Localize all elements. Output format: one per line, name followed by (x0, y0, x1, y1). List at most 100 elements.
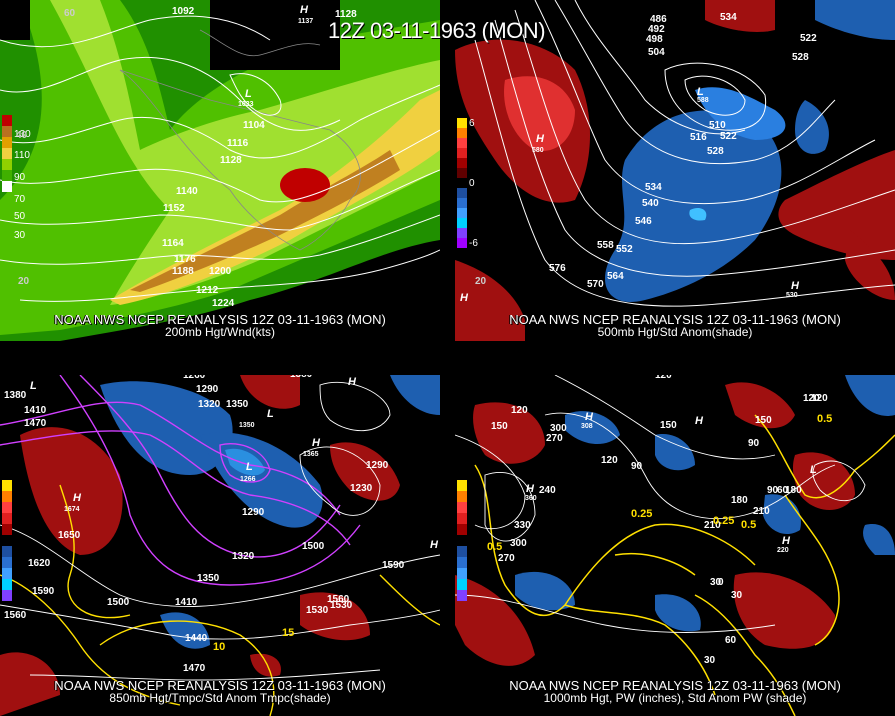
low-value: 588 (697, 97, 709, 104)
low-marker: L (267, 408, 274, 420)
footer-field: 1000mb Hgt, PW (inches), Std Anom PW (sh… (543, 691, 807, 705)
contour-label: 1128 (335, 9, 357, 20)
legend-label: 6 (469, 118, 475, 129)
contour-label: 1188 (172, 266, 194, 277)
map-850mb-graphic (0, 375, 440, 716)
legend-label: 90 (14, 172, 26, 183)
contour-label: 1560 (327, 594, 350, 605)
contour-label: 240 (539, 485, 556, 496)
contour-label: 150 (755, 415, 772, 426)
pw-label: 0.25 (713, 515, 735, 527)
contour-label: 90 (631, 461, 643, 472)
pw-label: 0.5 (741, 519, 757, 531)
contour-label: 30 (710, 577, 722, 588)
footer-source: NOAA NWS NCEP REANALYSIS 12Z 03-11-1963 … (54, 678, 386, 693)
footer-source: NOAA NWS NCEP REANALYSIS 12Z 03-11-1963 … (509, 312, 841, 327)
contour-label: 1350 (226, 399, 249, 410)
contour-label: 1290 (242, 507, 265, 518)
pw-label: 0.5 (487, 541, 503, 553)
low-marker: L (30, 380, 37, 392)
high-marker: H (526, 483, 534, 495)
high-value: 580 (532, 147, 544, 154)
legend-label: 110 (14, 150, 30, 161)
contour-label: 1500 (302, 541, 325, 552)
low-value: 1033 (238, 101, 254, 108)
high-value: 1365 (303, 451, 319, 458)
contour-label: 1410 (175, 597, 198, 608)
contour-label: 0 (718, 577, 724, 588)
contour-label: 492 (648, 24, 665, 35)
panel-footer: NOAA NWS NCEP REANALYSIS 12Z 03-11-1963 … (455, 679, 895, 705)
low-marker: L (245, 88, 252, 100)
high-marker: H (460, 292, 468, 304)
low-marker: L (246, 461, 253, 473)
contour-label: 1470 (24, 418, 47, 429)
high-marker: H (536, 133, 544, 145)
contour-label: 1104 (243, 120, 265, 131)
contour-label: 60 (725, 635, 737, 646)
footer-source: NOAA NWS NCEP REANALYSIS 12Z 03-11-1963 … (54, 312, 386, 327)
panel-200mb-map: 130 110 90 70 50 30 1092 1128 1104 1116 … (0, 0, 440, 341)
contour-label: 516 (690, 132, 707, 143)
contour-label: 150 (491, 421, 508, 432)
temperature-label: 15 (282, 627, 295, 639)
contour-label: 1230 (350, 483, 373, 494)
contour-label: 540 (642, 198, 659, 209)
panel-1000mb-map: 120 90 120 150 300 270 150 120 150 120 9… (455, 375, 895, 716)
contour-label: 1650 (58, 530, 81, 541)
contour-label: 120 (803, 393, 820, 404)
contour-label: 546 (635, 216, 652, 227)
contour-label: 534 (720, 12, 737, 23)
contour-label: 510 (709, 120, 726, 131)
contour-label: 120 (511, 405, 528, 416)
legend-label: 70 (14, 194, 26, 205)
contour-label: 522 (720, 131, 737, 142)
contour-label: 1470 (183, 663, 206, 674)
high-marker: H (300, 4, 308, 16)
contour-label: 1092 (172, 6, 195, 17)
std-anomaly-legend (457, 480, 467, 601)
contour-label: 30 (704, 655, 716, 666)
contour-label: 330 (514, 520, 531, 531)
contour-label: 270 (498, 553, 515, 564)
contour-label: 300 (550, 423, 567, 434)
contour-label: 1224 (212, 298, 235, 309)
legend-label: 30 (14, 230, 26, 241)
contour-label: 498 (646, 34, 663, 45)
contour-label: 1128 (220, 155, 242, 166)
contour-label: 522 (800, 33, 817, 44)
contour-label: 570 (587, 279, 604, 290)
high-marker: H (782, 535, 790, 547)
contour-label: 552 (616, 244, 633, 255)
contour-label: 1380 (4, 390, 27, 401)
panel-footer: NOAA NWS NCEP REANALYSIS 12Z 03-11-1963 … (0, 679, 440, 705)
map-500mb-graphic (455, 0, 895, 341)
contour-label: 1176 (174, 254, 196, 265)
pw-label: 0.5 (817, 413, 833, 425)
high-marker: H (430, 539, 438, 551)
map-1000mb-graphic (455, 375, 895, 716)
high-value: 308 (581, 423, 593, 430)
contour-label: 564 (607, 271, 624, 282)
low-marker: L (697, 86, 704, 98)
latitude-label: 20 (18, 276, 30, 287)
contour-label: 576 (549, 263, 566, 274)
high-marker: H (791, 280, 799, 292)
legend-label: -6 (469, 238, 478, 249)
contour-label: 60 (777, 485, 789, 496)
latitude-label: 60 (64, 8, 76, 19)
legend-label: 50 (14, 211, 26, 222)
main-title: 12Z 03-11-1963 (MON) (328, 18, 546, 43)
contour-label: 1320 (232, 551, 255, 562)
contour-label: 1350 (197, 573, 220, 584)
high-marker: H (348, 376, 356, 388)
contour-label: 1320 (198, 399, 221, 410)
contour-label: 1620 (28, 558, 51, 569)
map-200mb-graphic (0, 0, 440, 341)
contour-label: 1530 (330, 600, 353, 611)
contour-label: 504 (648, 47, 665, 58)
high-value: 220 (777, 547, 789, 554)
high-value: 360 (525, 495, 537, 502)
contour-label: 1290 (196, 384, 219, 395)
contour-label: 120 (655, 375, 672, 381)
